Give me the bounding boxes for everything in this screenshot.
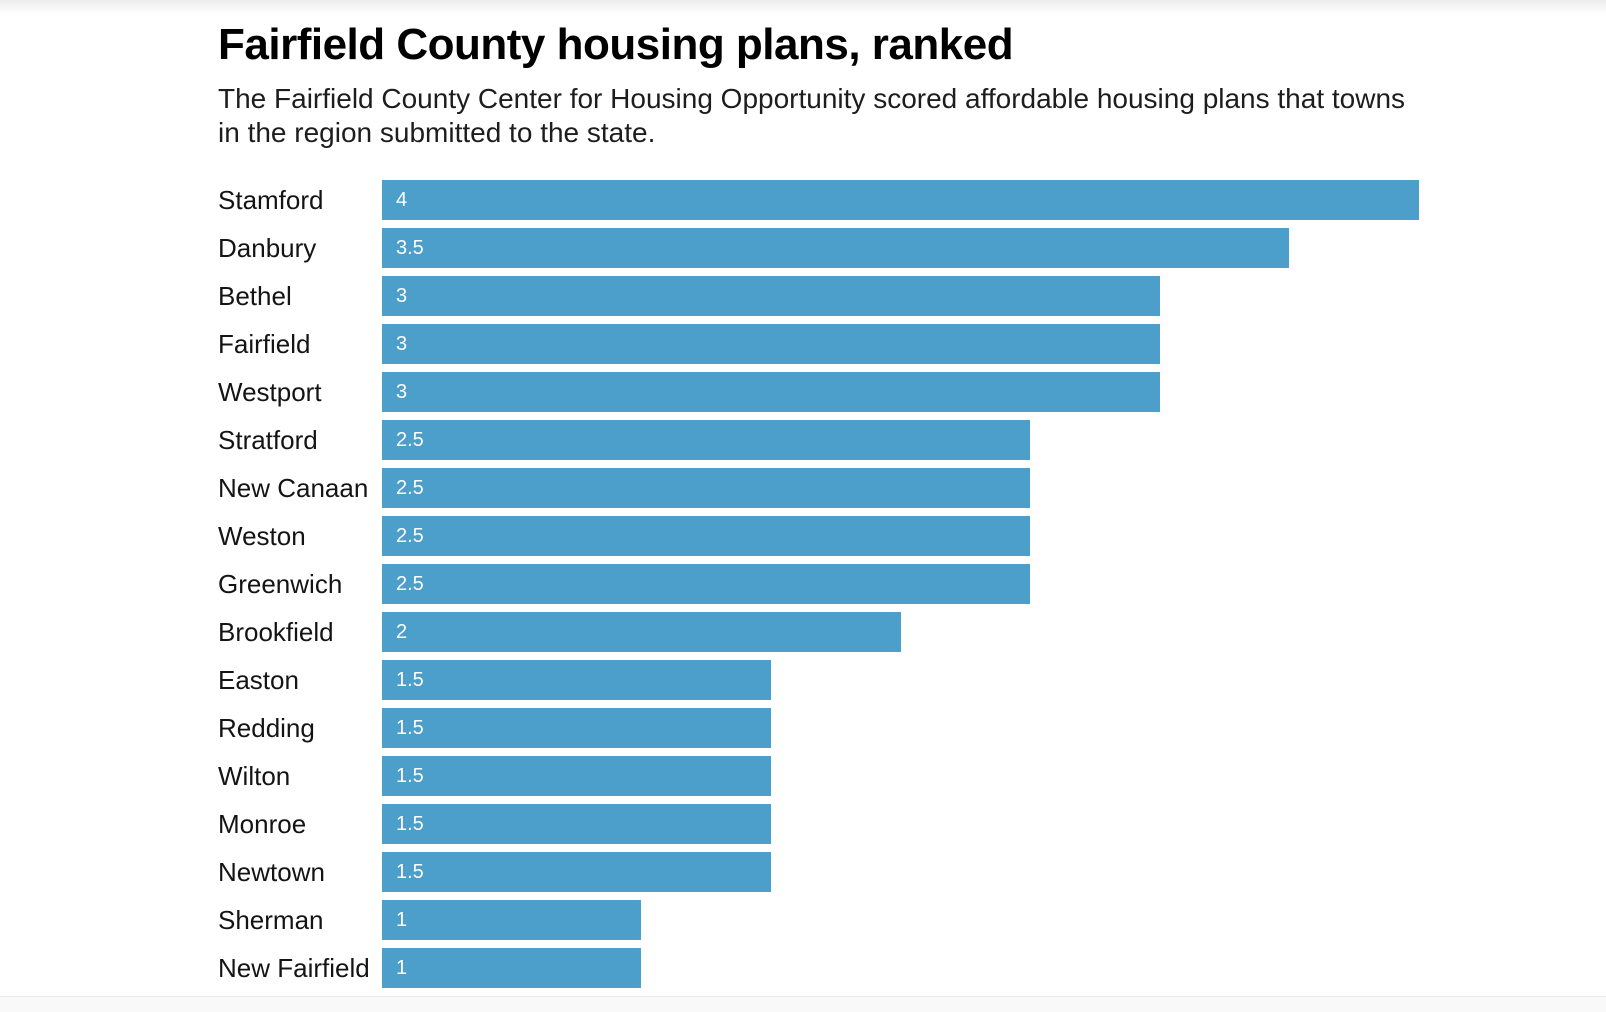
score-value-label: 2 xyxy=(396,621,408,643)
town-label: Redding xyxy=(218,712,315,743)
bar-track: 3 xyxy=(382,324,1419,364)
town-label: Bethel xyxy=(218,280,292,311)
chart-row: Easton 1.5 xyxy=(218,660,1419,700)
town-label: Stratford xyxy=(218,424,318,455)
chart-row: Sherman 1 xyxy=(218,900,1419,940)
score-bar: 3 xyxy=(382,324,1160,364)
score-bar: 4 xyxy=(382,180,1419,220)
bar-track: 1 xyxy=(382,900,1419,940)
bar-track: 3 xyxy=(382,372,1419,412)
score-value-label: 3.5 xyxy=(396,237,424,259)
town-label: Stamford xyxy=(218,184,324,215)
score-value-label: 3 xyxy=(396,333,408,355)
bar-track: 4 xyxy=(382,180,1419,220)
town-label: Newtown xyxy=(218,856,325,887)
chart-row: Newtown 1.5 xyxy=(218,852,1419,892)
bar-track: 1.5 xyxy=(382,708,1419,748)
score-bar: 2.5 xyxy=(382,420,1031,460)
bar-chart: Stamford 4 Danbury 3.5 Bethel 3 Fairfiel… xyxy=(218,180,1419,988)
bar-track: 3 xyxy=(382,276,1419,316)
town-label: Monroe xyxy=(218,808,307,839)
score-value-label: 1.5 xyxy=(396,717,424,739)
chart-row: New Fairfield 1 xyxy=(218,948,1419,988)
town-label: New Fairfield xyxy=(218,952,370,983)
bar-track: 1.5 xyxy=(382,804,1419,844)
score-value-label: 2.5 xyxy=(396,429,424,451)
score-value-label: 3 xyxy=(396,381,408,403)
town-label: Greenwich xyxy=(218,568,343,599)
town-label: Weston xyxy=(218,520,306,551)
score-value-label: 1 xyxy=(396,957,408,979)
bar-track: 3.5 xyxy=(382,228,1419,268)
bar-track: 1.5 xyxy=(382,660,1419,700)
town-label: Westport xyxy=(218,376,322,407)
chart-row: Weston 2.5 xyxy=(218,516,1419,556)
chart-subtitle-line-1: The Fairfield County Center for Housing … xyxy=(218,83,1406,114)
chart-row: Stamford 4 xyxy=(218,180,1419,220)
town-label: Brookfield xyxy=(218,616,334,647)
score-value-label: 1.5 xyxy=(396,861,424,883)
chart-row: Stratford 2.5 xyxy=(218,420,1419,460)
bar-track: 1.5 xyxy=(382,852,1419,892)
score-bar: 2 xyxy=(382,612,901,652)
score-bar: 1.5 xyxy=(382,804,771,844)
bar-track: 1.5 xyxy=(382,756,1419,796)
score-bar: 1.5 xyxy=(382,852,771,892)
score-bar: 2.5 xyxy=(382,516,1031,556)
score-value-label: 1.5 xyxy=(396,765,424,787)
score-bar: 1.5 xyxy=(382,660,771,700)
score-bar: 1 xyxy=(382,948,642,988)
bar-track: 2.5 xyxy=(382,420,1419,460)
bar-track: 1 xyxy=(382,948,1419,988)
bar-track: 2.5 xyxy=(382,468,1419,508)
chart-row: Fairfield 3 xyxy=(218,324,1419,364)
chart-row: Bethel 3 xyxy=(218,276,1419,316)
bar-track: 2 xyxy=(382,612,1419,652)
bar-track: 2.5 xyxy=(382,564,1419,604)
score-bar: 3 xyxy=(382,276,1160,316)
score-value-label: 1 xyxy=(396,909,408,931)
town-label: Sherman xyxy=(218,904,324,935)
chart-row: Redding 1.5 xyxy=(218,708,1419,748)
score-bar: 2.5 xyxy=(382,468,1031,508)
chart-title: Fairfield County housing plans, ranked xyxy=(218,20,1014,69)
chart-subtitle: The Fairfield County Center for Housing … xyxy=(218,82,1419,150)
town-label: Danbury xyxy=(218,232,317,263)
chart-content: Fairfield County housing plans, ranked T… xyxy=(218,0,1419,988)
chart-row: Wilton 1.5 xyxy=(218,756,1419,796)
score-value-label: 2.5 xyxy=(396,477,424,499)
chart-row: Danbury 3.5 xyxy=(218,228,1419,268)
town-label: Wilton xyxy=(218,760,291,791)
score-bar: 1 xyxy=(382,900,642,940)
score-bar: 3.5 xyxy=(382,228,1290,268)
score-value-label: 1.5 xyxy=(396,813,424,835)
bar-track: 2.5 xyxy=(382,516,1419,556)
score-bar: 1.5 xyxy=(382,756,771,796)
town-label: Fairfield xyxy=(218,328,311,359)
score-value-label: 4 xyxy=(396,189,408,211)
score-value-label: 2.5 xyxy=(396,573,424,595)
score-value-label: 2.5 xyxy=(396,525,424,547)
town-label: Easton xyxy=(218,664,299,695)
chart-row: Greenwich 2.5 xyxy=(218,564,1419,604)
score-value-label: 1.5 xyxy=(396,669,424,691)
chart-row: Monroe 1.5 xyxy=(218,804,1419,844)
score-value-label: 3 xyxy=(396,285,408,307)
bottom-page-edge xyxy=(0,996,1606,1012)
chart-row: Westport 3 xyxy=(218,372,1419,412)
chart-subtitle-line-2: in the region submitted to the state. xyxy=(218,117,656,148)
score-bar: 1.5 xyxy=(382,708,771,748)
chart-row: Brookfield 2 xyxy=(218,612,1419,652)
score-bar: 2.5 xyxy=(382,564,1031,604)
chart-row: New Canaan 2.5 xyxy=(218,468,1419,508)
town-label: New Canaan xyxy=(218,472,369,503)
score-bar: 3 xyxy=(382,372,1160,412)
